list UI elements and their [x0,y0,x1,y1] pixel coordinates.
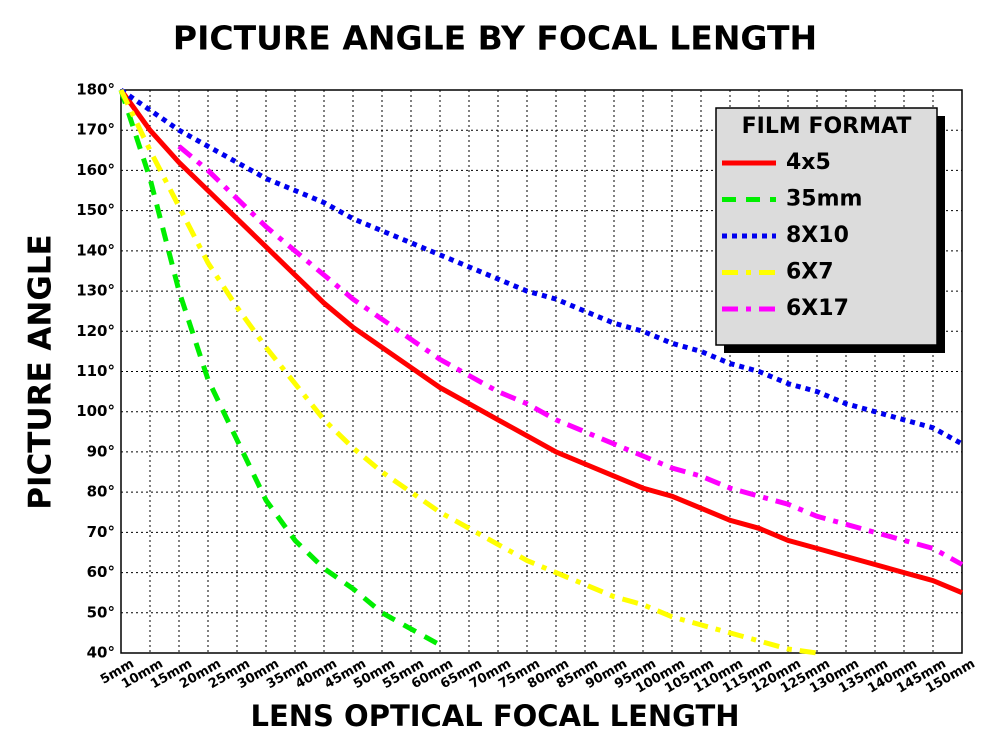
legend-label: 6X17 [786,296,849,321]
y-tick-label: 130° [76,282,115,300]
legend-label: 8X10 [786,223,849,248]
plot-border [120,89,963,654]
y-tick-label: 160° [76,161,115,179]
legend-title: FILM FORMAT [742,114,912,139]
y-tick-label: 140° [76,241,115,259]
series-line [177,144,964,567]
y-tick-label: 70° [87,523,115,541]
x-axis-label: LENS OPTICAL FOCAL LENGTH [251,699,740,733]
legend-label: 35mm [786,187,862,212]
y-tick-label: 110° [76,362,115,380]
legend-label: 4x5 [786,150,831,175]
y-tick-label: 100° [76,402,115,420]
y-tick-label: 120° [76,322,115,340]
legend-label: 6X7 [786,260,834,285]
y-tick-label: 180° [76,81,115,99]
y-tick-label: 90° [87,442,115,460]
y-tick-label: 60° [87,563,115,581]
y-tick-label: 150° [76,201,115,219]
series-line [118,89,442,648]
series-line [118,88,963,596]
y-tick-label: 50° [87,603,115,621]
series-line [119,87,964,447]
series-line [118,88,818,656]
y-tick-label: 40° [87,644,115,662]
chart-title: PICTURE ANGLE BY FOCAL LENGTH [173,19,817,58]
legend-box [715,107,938,346]
y-axis-label: PICTURE ANGLE [23,234,59,509]
y-tick-label: 80° [87,483,115,501]
y-tick-label: 170° [76,121,115,139]
